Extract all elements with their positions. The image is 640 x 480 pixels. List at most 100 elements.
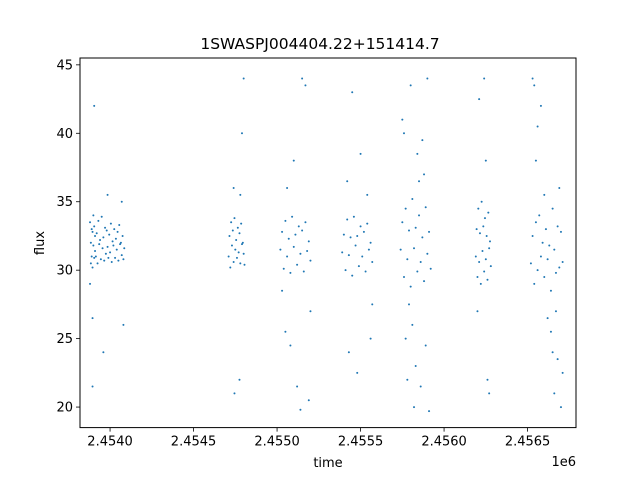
y-tick-label: 30 [56,264,73,279]
data-point [424,344,427,347]
data-point [476,310,479,313]
data-point [359,225,362,228]
x-axis-ticks: 2.4540 2.4545 2.4550 2.4555 2.4560 2.4565 [87,427,551,450]
data-point [483,217,486,220]
data-point [243,263,246,266]
data-point [96,262,99,265]
data-point [346,180,349,183]
data-point [122,258,125,261]
y-tick-label: 35 [56,195,73,210]
data-point [91,317,94,320]
data-point [404,207,407,210]
data-point [99,239,102,242]
data-point [106,245,109,248]
data-point [487,211,490,214]
data-point [341,251,344,254]
data-point [366,222,369,225]
data-point [414,226,417,229]
data-point [119,241,122,244]
data-point [426,252,429,255]
data-point [235,256,238,259]
data-point [301,229,304,232]
data-point [107,256,110,259]
data-point [411,323,414,326]
data-point [89,282,92,285]
data-point [558,187,561,190]
data-point [418,214,421,217]
data-point [239,193,242,196]
data-point [553,248,556,251]
data-point [109,251,112,254]
data-point [228,234,231,237]
data-point [533,84,536,87]
data-point [369,337,372,340]
data-point [99,258,102,261]
data-point [120,254,123,257]
data-point [543,276,546,279]
data-point [238,232,241,235]
data-point [423,280,426,283]
data-point [90,255,93,258]
data-point [546,258,549,261]
data-point [413,247,416,250]
data-point [100,215,103,218]
y-tick-label: 20 [56,401,73,416]
data-point [92,244,95,247]
data-point [362,230,365,233]
data-point [488,247,491,250]
data-point [344,269,347,272]
data-point [91,266,94,269]
data-point [279,248,282,251]
data-point [120,200,123,203]
data-point [484,159,487,162]
data-point [539,104,542,107]
x-tick-label: 2.4565 [505,435,551,450]
data-point [302,270,305,273]
data-point [485,234,488,237]
data-point [401,221,404,224]
data-point [399,248,402,251]
data-point [347,254,350,257]
data-point [240,132,243,135]
data-point [227,255,230,258]
data-point [479,282,482,285]
data-point [419,260,422,263]
data-point [234,248,237,251]
data-point [286,255,289,258]
data-point [112,244,115,247]
data-point [556,358,559,361]
data-point [421,236,424,239]
data-point [93,256,96,259]
data-point [474,255,477,258]
data-point [122,323,125,326]
data-point [94,234,97,237]
data-point [95,232,98,235]
data-point [364,270,367,273]
y-tick-label: 45 [56,58,73,73]
data-point [529,262,532,265]
data-point [301,77,304,80]
data-point [559,406,562,409]
data-point [354,244,357,247]
data-point [488,240,491,243]
data-point [561,371,564,374]
data-point [101,247,104,250]
data-point [241,241,244,244]
data-point [404,337,407,340]
data-point [554,271,557,274]
data-point [424,206,427,209]
data-point [483,270,486,273]
data-point [484,258,487,261]
data-point [237,251,240,254]
data-point [230,221,233,224]
data-point [232,187,235,190]
data-point [551,207,554,210]
data-point [475,228,478,231]
data-point [416,152,419,155]
data-point [238,378,241,381]
x-tick-label: 2.4550 [254,435,300,450]
data-point [102,351,105,354]
data-point [477,207,480,210]
